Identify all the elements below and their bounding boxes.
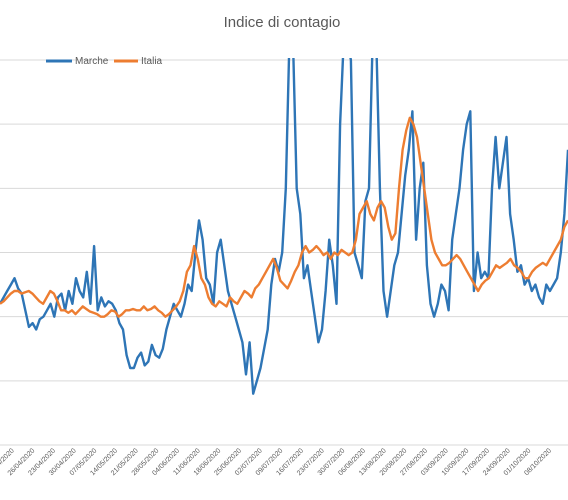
legend-label-italia: Italia: [141, 56, 163, 67]
x-axis-tick-labels: 19/04/202026/04/202023/04/202030/04/2020…: [0, 447, 553, 477]
series-layer: [0, 58, 568, 395]
legend: Marche Italia: [46, 56, 163, 67]
gridlines: [0, 59, 568, 446]
series-line-italia: [0, 116, 568, 318]
chart-title: Indice di contagio: [224, 14, 341, 31]
legend-label-marche: Marche: [75, 56, 109, 67]
series-line-marche: [0, 58, 568, 395]
